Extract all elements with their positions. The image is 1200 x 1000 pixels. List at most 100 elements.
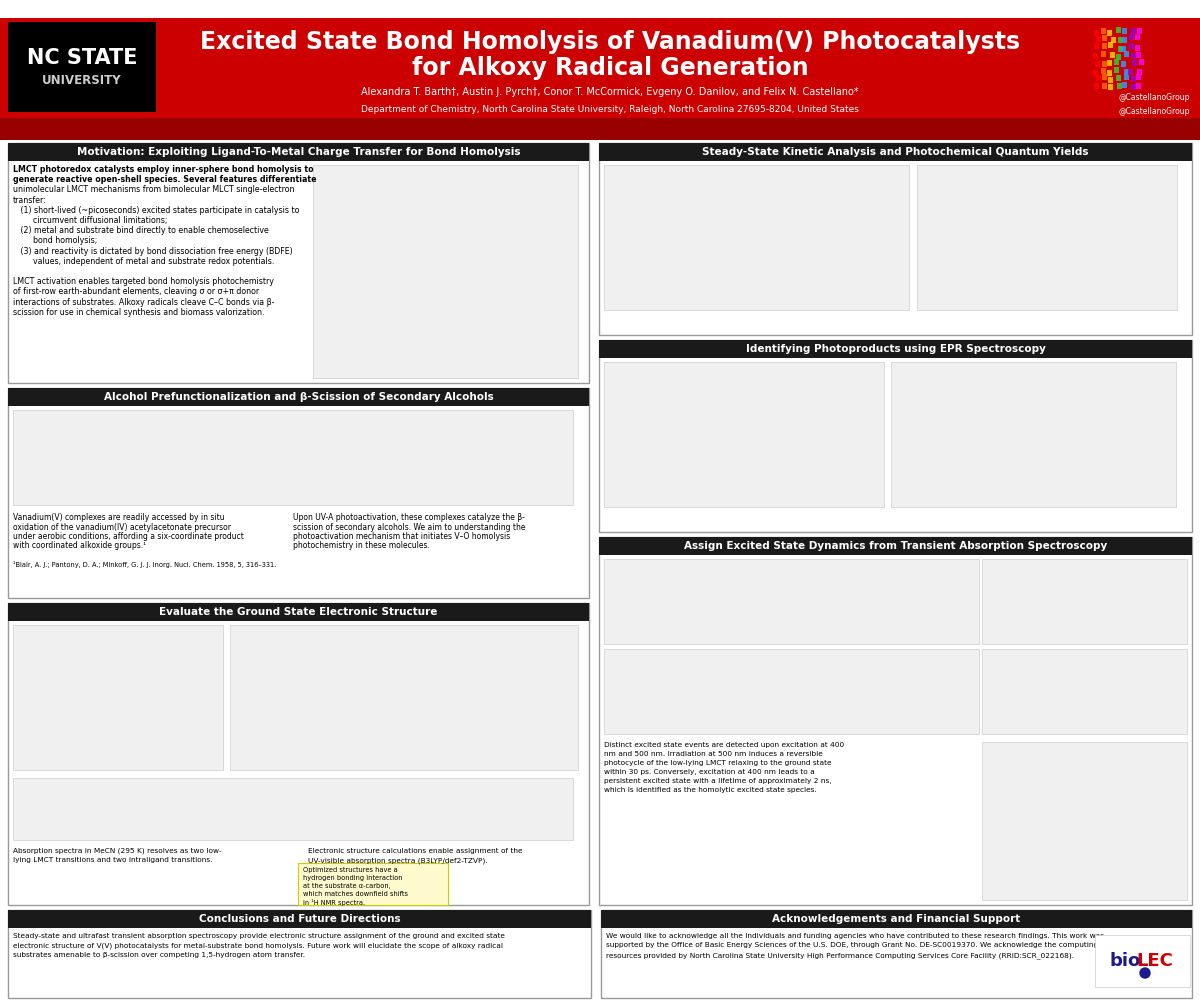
Text: lying LMCT transitions and two intraligand transitions.: lying LMCT transitions and two intraliga… [13, 857, 212, 863]
Text: nm and 500 nm. Irradiation at 500 nm induces a reversible: nm and 500 nm. Irradiation at 500 nm ind… [604, 751, 823, 757]
Bar [8, 22, 156, 112]
Bar [601, 910, 1192, 998]
Bar [982, 559, 1187, 644]
Bar [1124, 74, 1129, 80]
Bar [1110, 52, 1115, 58]
Text: circumvent diffusional limitations;: circumvent diffusional limitations; [13, 216, 167, 225]
Text: which matches downfield shifts: which matches downfield shifts [302, 891, 408, 897]
Bar [1130, 53, 1136, 59]
Bar [1115, 59, 1120, 65]
Bar [1121, 46, 1127, 52]
Text: substrates amenable to β-scission over competing 1,5-hydrogen atom transfer.: substrates amenable to β-scission over c… [13, 952, 305, 958]
Text: Excited State Bond Homolysis of Vanadium(V) Photocatalysts: Excited State Bond Homolysis of Vanadium… [200, 30, 1020, 54]
Text: resources provided by North Carolina State University High Performance Computing: resources provided by North Carolina Sta… [606, 952, 1074, 959]
Bar [0, 118, 1200, 140]
Text: UNIVERSITY: UNIVERSITY [42, 74, 122, 87]
Bar [1128, 69, 1134, 75]
Text: photochemistry in these molecules.: photochemistry in these molecules. [293, 542, 430, 550]
Bar [1102, 28, 1106, 34]
Bar [599, 537, 1192, 555]
Bar [1132, 84, 1136, 90]
Bar [599, 143, 1192, 335]
Text: Vanadium(V) complexes are readily accessed by in situ: Vanadium(V) complexes are readily access… [13, 513, 224, 522]
Bar [1122, 82, 1128, 88]
Bar [1093, 43, 1099, 49]
Bar [1097, 75, 1102, 81]
Bar [1103, 74, 1108, 80]
Bar [1122, 28, 1127, 34]
Bar [1108, 60, 1112, 66]
Bar [13, 410, 574, 505]
Text: Identifying Photoproducts using EPR Spectroscopy: Identifying Photoproducts using EPR Spec… [745, 344, 1045, 354]
Text: Alcohol Prefunctionalization and β-Scission of Secondary Alcohols: Alcohol Prefunctionalization and β-Sciss… [103, 392, 493, 402]
Text: oxidation of the vanadium(IV) acetylacetonate precursor: oxidation of the vanadium(IV) acetylacet… [13, 522, 230, 532]
Bar [1108, 77, 1114, 83]
Text: Distinct excited state events are detected upon excitation at 400: Distinct excited state events are detect… [604, 742, 845, 748]
Bar [1093, 83, 1099, 89]
Bar [1136, 74, 1141, 80]
Bar [0, 18, 1200, 140]
Text: ¹Blair, A. J.; Pantony, D. A.; Minkoff, G. J. J. Inorg. Nucl. Chem. 1958, 5, 316: ¹Blair, A. J.; Pantony, D. A.; Minkoff, … [13, 560, 276, 568]
Bar [8, 910, 592, 928]
Bar [1139, 59, 1144, 65]
Text: @CastellanoGroup: @CastellanoGroup [1118, 94, 1190, 103]
Bar [313, 165, 578, 378]
Text: of first-row earth-abundant elements, cleaving σ or σ+π donor: of first-row earth-abundant elements, cl… [13, 287, 259, 296]
Bar [1103, 43, 1108, 49]
Bar [599, 537, 1192, 905]
Bar [604, 559, 979, 644]
Bar [1111, 37, 1116, 43]
Text: LMCT activation enables targeted bond homolysis photochemistry: LMCT activation enables targeted bond ho… [13, 277, 274, 286]
Bar [601, 910, 1192, 928]
Text: with coordinated alkoxide groups.¹: with coordinated alkoxide groups.¹ [13, 542, 146, 550]
Text: photoactivation mechanism that initiates V–O homolysis: photoactivation mechanism that initiates… [293, 532, 510, 541]
Bar [1124, 69, 1129, 75]
Bar [599, 340, 1192, 358]
Text: (3) and reactivity is dictated by bond dissociation free energy (BDFE): (3) and reactivity is dictated by bond d… [13, 247, 293, 256]
Text: LEC: LEC [1136, 952, 1174, 970]
Text: @CastellanoGroup: @CastellanoGroup [1118, 107, 1190, 116]
Bar [1109, 42, 1114, 48]
Text: Optimized structures have a: Optimized structures have a [302, 867, 397, 873]
Bar [1100, 68, 1105, 74]
Bar [8, 143, 589, 161]
Text: Acknowledgements and Financial Support: Acknowledgements and Financial Support [773, 914, 1021, 924]
Bar [1102, 61, 1106, 67]
Bar [1132, 76, 1136, 82]
Text: Steady-State Kinetic Analysis and Photochemical Quantum Yields: Steady-State Kinetic Analysis and Photoc… [702, 147, 1088, 157]
Text: supported by the Office of Basic Energy Sciences of the U.S. DOE, through Grant : supported by the Office of Basic Energy … [606, 942, 1098, 948]
Text: We would like to acknowledge all the individuals and funding agencies who have c: We would like to acknowledge all the ind… [606, 933, 1104, 939]
Bar [1124, 51, 1129, 57]
Text: electronic structure of V(V) photocatalysts for metal-substrate bond homolysis. : electronic structure of V(V) photocataly… [13, 942, 503, 949]
Bar [1118, 37, 1123, 43]
Bar [1102, 51, 1106, 57]
Bar [8, 910, 592, 998]
Bar [1116, 75, 1121, 81]
Bar [0, 0, 1200, 18]
Text: Upon UV-A photoactivation, these complexes catalyze the β-: Upon UV-A photoactivation, these complex… [293, 513, 524, 522]
Text: Department of Chemistry, North Carolina State University, Raleigh, North Carolin: Department of Chemistry, North Carolina … [361, 105, 859, 114]
Bar [1132, 28, 1136, 34]
Text: transfer:: transfer: [13, 196, 47, 205]
Bar [1117, 83, 1122, 89]
Bar [604, 165, 910, 310]
Bar [1116, 54, 1121, 60]
Bar [8, 143, 589, 383]
Text: Alexandra T. Barth†, Austin J. Pyrch†, Conor T. McCormick, Evgeny O. Danilov, an: Alexandra T. Barth†, Austin J. Pyrch†, C… [361, 87, 859, 97]
Bar [1108, 30, 1112, 36]
Bar [890, 362, 1176, 507]
Bar [1129, 43, 1134, 49]
Bar [13, 778, 574, 840]
Text: Evaluate the Ground State Electronic Structure: Evaluate the Ground State Electronic Str… [160, 607, 438, 617]
Bar [1116, 27, 1121, 33]
Bar [1135, 45, 1140, 51]
Bar [8, 388, 589, 598]
Text: for Alkoxy Radical Generation: for Alkoxy Radical Generation [412, 56, 809, 80]
Bar [1122, 37, 1127, 43]
Bar [1135, 34, 1140, 40]
Bar [8, 603, 589, 621]
Text: Conclusions and Future Directions: Conclusions and Future Directions [199, 914, 401, 924]
Bar [1102, 35, 1106, 41]
Bar [1093, 70, 1098, 76]
Text: (2) metal and substrate bind directly to enable chemoselective: (2) metal and substrate bind directly to… [13, 226, 269, 235]
